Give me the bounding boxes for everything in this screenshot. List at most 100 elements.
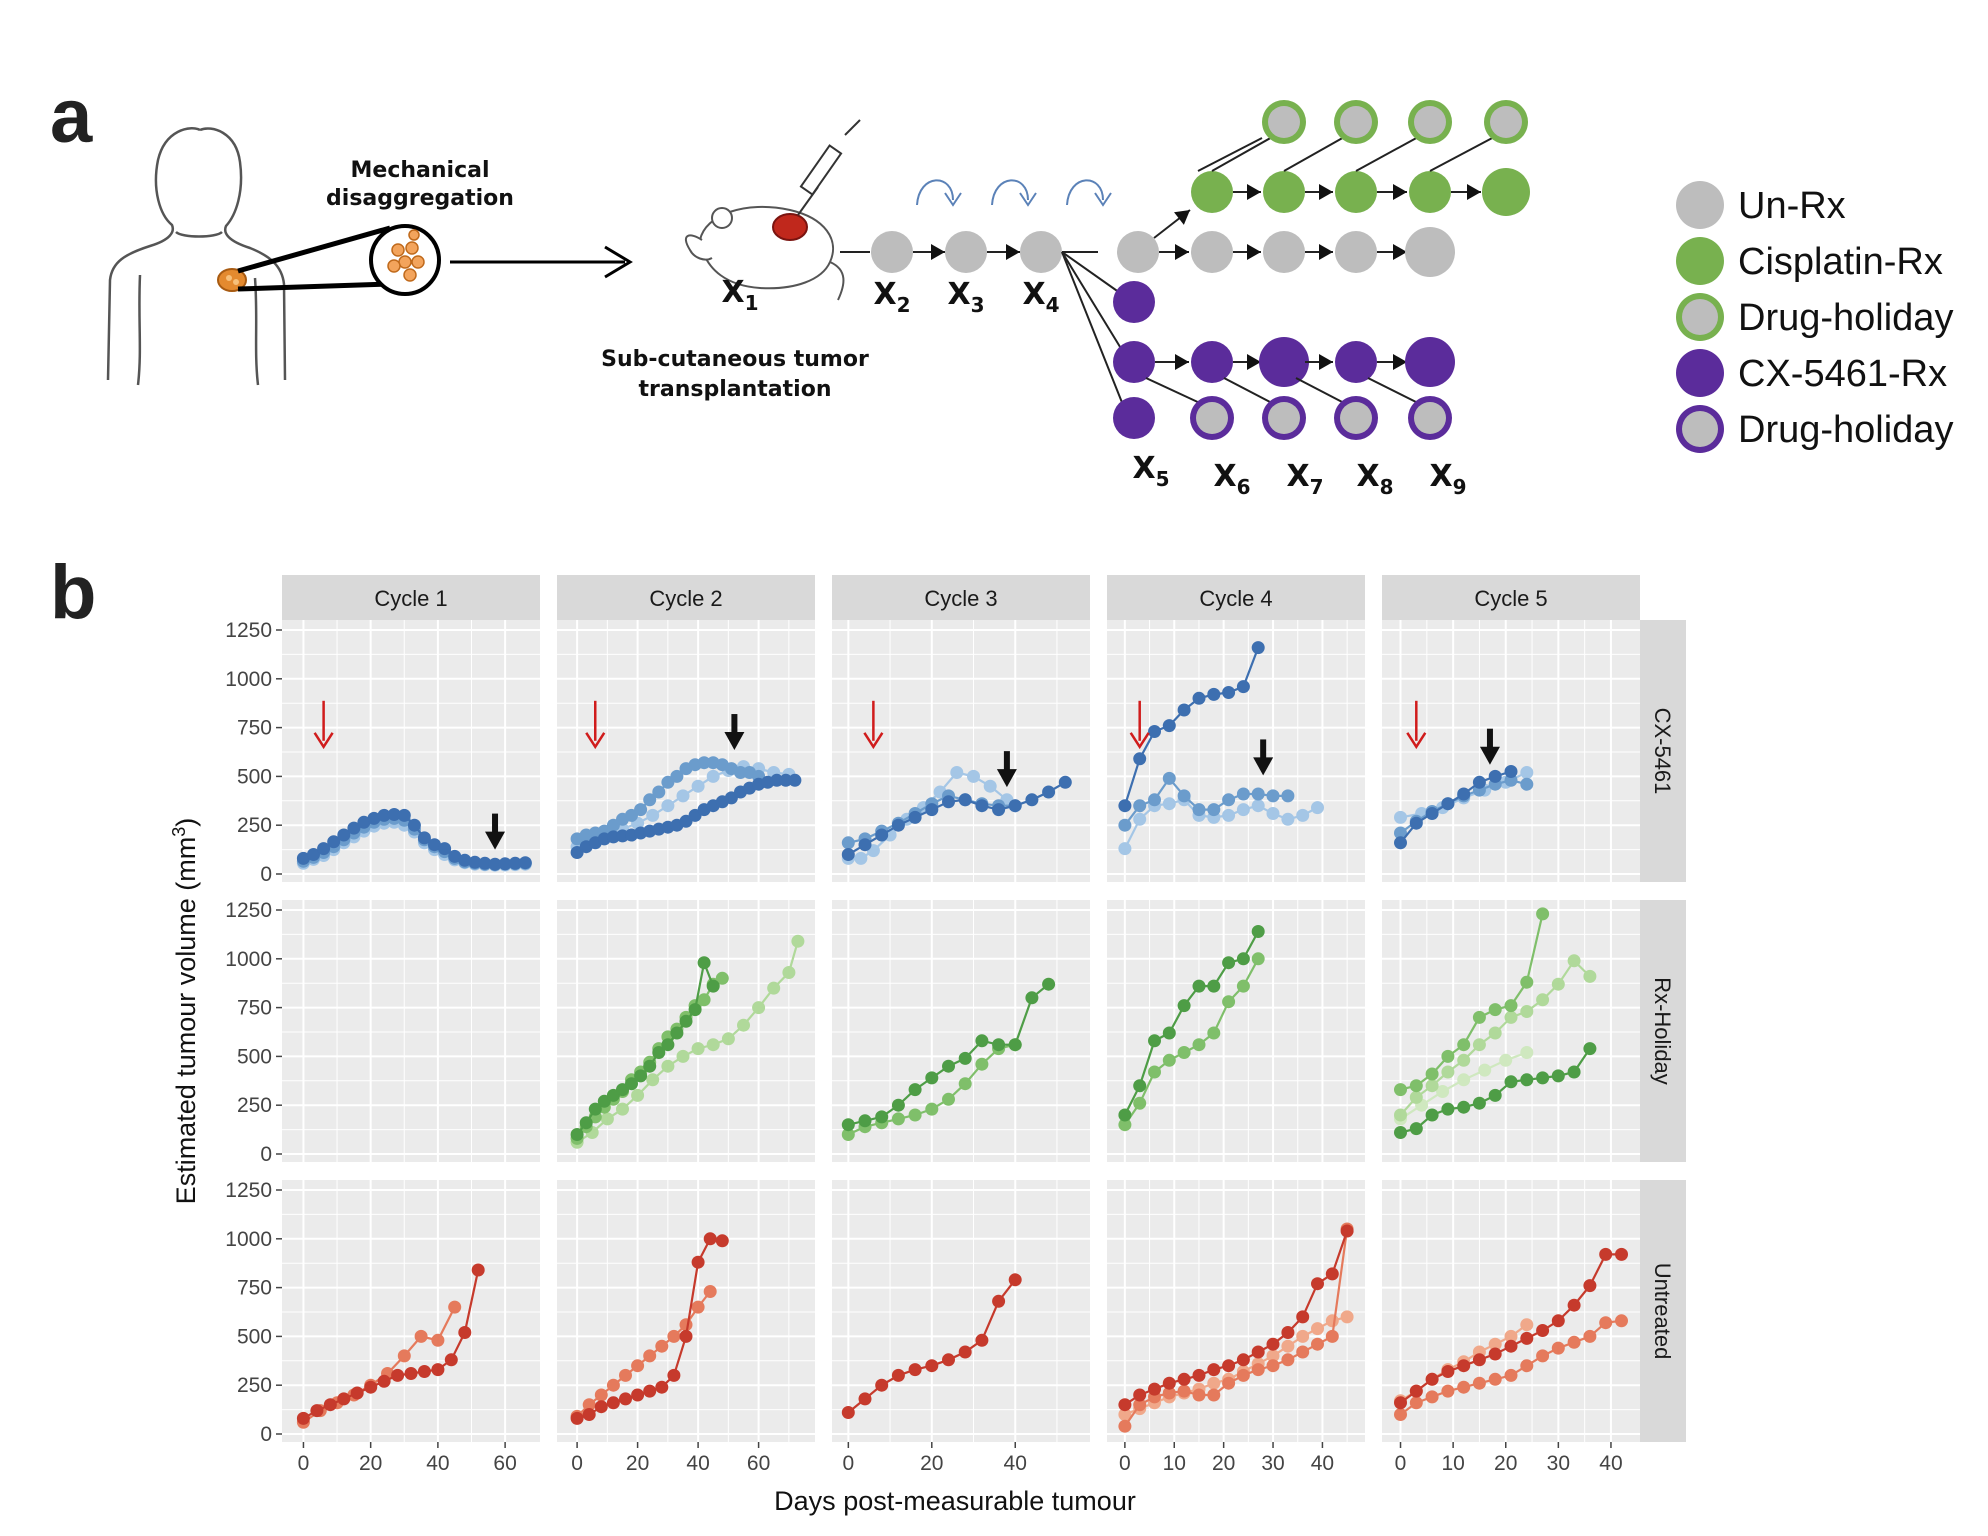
data-point — [908, 1108, 922, 1122]
data-point — [350, 1386, 364, 1400]
data-point — [691, 1255, 705, 1269]
data-point — [1177, 1046, 1191, 1059]
data-point — [1162, 719, 1176, 733]
data-point — [1311, 801, 1324, 815]
data-point — [1251, 799, 1265, 813]
data-point — [1162, 1386, 1176, 1400]
data-point — [1281, 812, 1295, 826]
facet-row-label: Rx-Holiday — [1650, 977, 1675, 1085]
patient-silhouette-icon — [106, 127, 287, 386]
data-point — [1118, 842, 1132, 856]
data-point — [1504, 1339, 1518, 1353]
data-point — [676, 789, 690, 803]
transplant-label-line2: transplantation — [639, 377, 832, 402]
facet-panel — [282, 900, 540, 1162]
data-point — [594, 1400, 608, 1414]
data-point — [908, 810, 922, 824]
series-line — [1123, 1228, 1349, 1427]
data-point — [1222, 995, 1236, 1009]
facet-strip-cycle — [282, 575, 540, 620]
data-point — [1478, 1063, 1492, 1077]
data-point — [458, 853, 472, 867]
data-point — [670, 769, 684, 783]
y-tick-label: 0 — [260, 1423, 272, 1446]
data-point — [667, 1368, 681, 1382]
data-point — [1488, 1347, 1502, 1361]
data-point — [1488, 1372, 1502, 1386]
data-point — [788, 773, 802, 787]
data-point — [1504, 1010, 1518, 1024]
series-line — [1124, 1230, 1349, 1406]
data-point — [1567, 1298, 1581, 1312]
legend-label: Un-Rx — [1738, 185, 1846, 227]
data-point — [1008, 1273, 1022, 1287]
data-point — [1311, 1337, 1324, 1351]
data-point — [975, 1034, 989, 1048]
treatment-end-arrow — [1260, 739, 1267, 762]
data-point — [1162, 1376, 1176, 1390]
data-point — [1148, 1065, 1161, 1079]
data-point — [942, 1353, 955, 1367]
facet-panel — [1382, 620, 1640, 882]
data-point — [1148, 1034, 1161, 1048]
data-point — [655, 1380, 669, 1394]
data-point — [1488, 1088, 1502, 1102]
data-point — [323, 1398, 337, 1412]
data-point — [925, 1359, 939, 1373]
data-point — [992, 1038, 1006, 1052]
data-point — [1615, 1314, 1628, 1328]
data-point — [448, 1300, 462, 1314]
data-point — [438, 842, 452, 856]
y-axis-title: Estimated tumour volume (mm3) — [169, 818, 201, 1205]
lineage-link — [1223, 377, 1275, 405]
data-point — [992, 803, 1006, 817]
data-point — [688, 1003, 702, 1017]
data-point — [975, 1333, 989, 1347]
data-point — [1008, 799, 1022, 813]
data-point — [1281, 1353, 1295, 1367]
cx5461-node — [1113, 341, 1155, 383]
data-point — [1504, 999, 1518, 1013]
data-point — [925, 1071, 939, 1085]
data-point — [1457, 1038, 1471, 1052]
data-point — [1472, 1353, 1486, 1367]
data-point — [1236, 952, 1250, 966]
legend-swatch — [1676, 349, 1724, 397]
data-point — [337, 828, 351, 842]
data-point — [1472, 1096, 1486, 1110]
data-point — [958, 793, 972, 807]
data-point — [697, 756, 711, 770]
passage-label: X7 — [1286, 459, 1323, 499]
passage-label: X6 — [1213, 459, 1250, 499]
data-point — [1409, 1079, 1423, 1093]
data-point — [1266, 1359, 1280, 1373]
data-point — [431, 1333, 445, 1347]
data-point — [1583, 969, 1597, 983]
data-point — [706, 1038, 720, 1052]
untreated-node — [1191, 231, 1233, 273]
data-point — [631, 1359, 645, 1373]
data-point — [1488, 769, 1502, 783]
series-line — [1123, 930, 1260, 1116]
passage-label: X5 — [1132, 451, 1169, 491]
data-point — [691, 779, 705, 793]
data-point — [1148, 793, 1161, 807]
y-tick-label: 500 — [237, 1045, 272, 1068]
y-tick-label: 250 — [237, 1374, 272, 1397]
facet-panel — [1382, 900, 1640, 1162]
passage-node-x2 — [871, 231, 913, 273]
data-point — [841, 1128, 855, 1141]
treatment-end-arrow — [1003, 751, 1010, 774]
data-point — [1042, 785, 1056, 799]
data-point — [619, 1392, 632, 1406]
facet-panel — [1107, 900, 1365, 1162]
data-point — [752, 1001, 766, 1015]
data-point — [1162, 1026, 1176, 1040]
untreated-node — [1335, 231, 1377, 273]
data-point — [471, 1263, 485, 1277]
y-tick-label: 750 — [237, 1277, 272, 1300]
data-point — [1236, 1353, 1250, 1367]
data-point — [1281, 789, 1295, 803]
data-point — [1567, 1065, 1581, 1079]
data-point — [715, 971, 729, 985]
